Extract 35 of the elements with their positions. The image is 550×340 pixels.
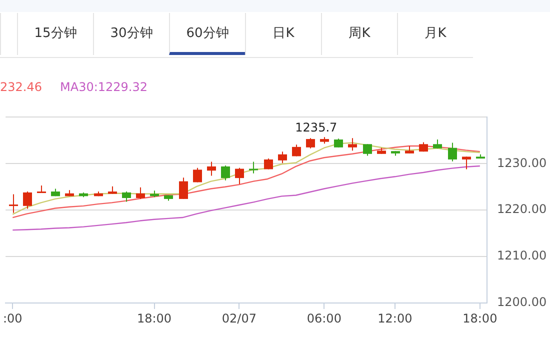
candlestick <box>9 194 18 214</box>
text: 月K <box>397 13 473 55</box>
text: MA30:1229.32 <box>60 80 148 94</box>
candlestick <box>278 151 287 164</box>
text: 30分钟 <box>93 13 169 55</box>
candlestick <box>462 156 471 170</box>
candlestick <box>23 191 32 210</box>
candlestick <box>363 144 372 156</box>
candlestick <box>348 138 357 152</box>
candlestick <box>207 161 216 176</box>
candlestick <box>179 177 188 200</box>
annotation: 1235.7 <box>295 120 338 134</box>
x-tick-label: 02/07 <box>222 311 257 326</box>
candlestick <box>136 186 145 200</box>
candlestick <box>249 161 258 174</box>
candlestick <box>306 138 315 149</box>
y-tick-label: 1200.00 <box>497 295 547 310</box>
x-tick-label: 06:00 <box>306 311 342 326</box>
x-tick-label: 18:00 <box>136 311 172 326</box>
text: 周K <box>321 13 397 55</box>
text: 日K <box>245 13 321 55</box>
candlestick <box>221 165 230 181</box>
candlestick <box>235 167 244 185</box>
candlestick <box>122 191 131 202</box>
x-tick-label: 18:00 <box>462 311 498 326</box>
y-tick-label: 1230.00 <box>497 156 547 170</box>
text: 60分钟 <box>169 13 245 55</box>
y-tick-label: 1210.00 <box>497 248 547 263</box>
candlestick <box>193 167 202 183</box>
text: 15分钟 <box>17 13 93 55</box>
x-tick-label: 12:00 <box>378 311 412 326</box>
y-tick-label: 1220.00 <box>497 202 547 216</box>
text: 232.46 <box>0 80 42 94</box>
x-tick-label: :00 <box>3 311 22 326</box>
candlestick <box>448 142 457 162</box>
